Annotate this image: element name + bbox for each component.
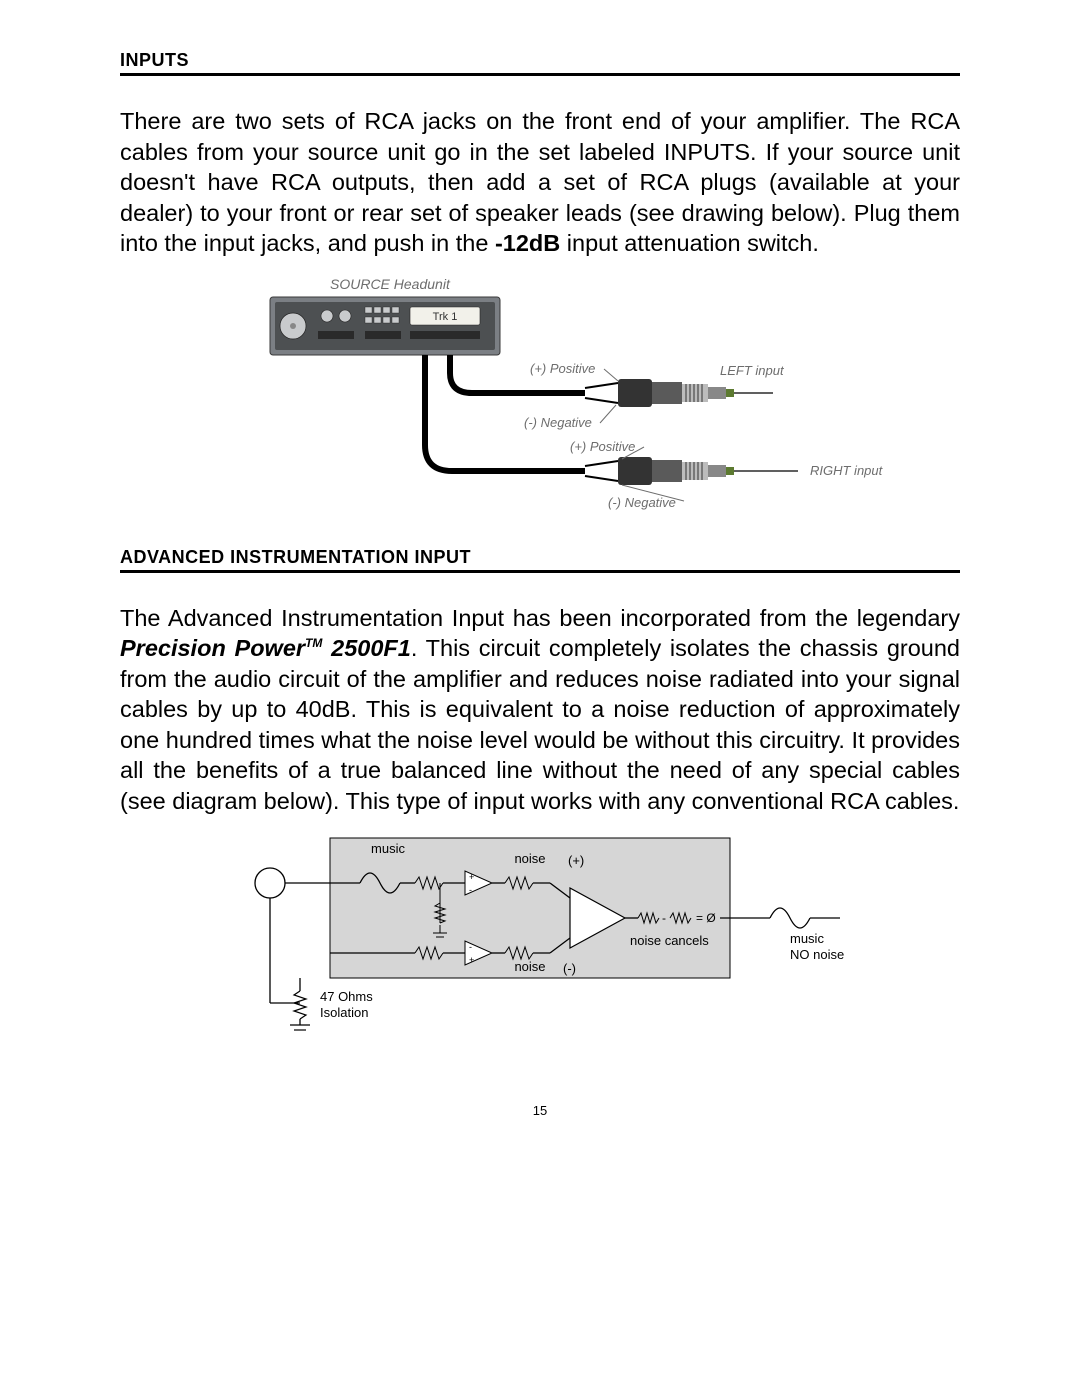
right-input-label: RIGHT input <box>810 463 884 478</box>
headunit: Trk 1 <box>270 297 500 355</box>
svg-text:-: - <box>469 885 472 895</box>
equation-label: = Ø <box>696 911 716 925</box>
para2-tm: TM <box>305 636 322 650</box>
page-number: 15 <box>120 1103 960 1118</box>
isolation-label-b: Isolation <box>320 1005 368 1020</box>
para-bold: -12dB <box>495 230 560 256</box>
input-jack-icon <box>255 868 285 898</box>
svg-text:-: - <box>662 911 666 925</box>
svg-text:-: - <box>469 942 472 952</box>
pos-label-right: (+) Positive <box>570 439 635 454</box>
music-label: music <box>371 841 405 856</box>
wiring-diagram: SOURCE Headunit <box>120 275 960 525</box>
noise-label-bottom: noise <box>514 959 545 974</box>
source-headunit-label: SOURCE Headunit <box>330 276 451 292</box>
document-page: INPUTS There are two sets of RCA jacks o… <box>0 0 1080 1397</box>
wiring-diagram-svg: SOURCE Headunit <box>190 275 890 525</box>
circuit-diagram-svg: music + - noise (+) <box>230 833 850 1033</box>
no-noise-label: NO noise <box>790 947 844 962</box>
paragraph-inputs: There are two sets of RCA jacks on the f… <box>120 106 960 259</box>
pos-label-left: (+) Positive <box>530 361 595 376</box>
para2-bold2: 2500F1 <box>322 635 410 661</box>
rca-plug-left <box>618 379 773 407</box>
circuit-diagram: music + - noise (+) <box>120 833 960 1033</box>
left-input-label: LEFT input <box>720 363 785 378</box>
neg-label-left: (-) Negative <box>524 415 592 430</box>
section-heading-advanced: ADVANCED INSTRUMENTATION INPUT <box>120 547 960 573</box>
para2-b: . This circuit completely isolates the c… <box>120 635 960 814</box>
plus-label: (+) <box>568 853 584 868</box>
paragraph-advanced: The Advanced Instrumentation Input has b… <box>120 603 960 817</box>
noise-cancels-label: noise cancels <box>630 933 709 948</box>
para2-a: The Advanced Instrumentation Input has b… <box>120 605 960 631</box>
svg-text:+: + <box>469 955 474 965</box>
section-heading-inputs: INPUTS <box>120 50 960 76</box>
isolation-label-a: 47 Ohms <box>320 989 373 1004</box>
rca-plug-right <box>618 457 798 485</box>
minus-label: (-) <box>563 961 576 976</box>
noise-label-top: noise <box>514 851 545 866</box>
para2-italic: Precision Power <box>120 635 305 661</box>
para-text-b: input attenuation switch. <box>560 230 819 256</box>
music-out-label: music <box>790 931 824 946</box>
trk-label: Trk 1 <box>433 311 458 323</box>
neg-label-right: (-) Negative <box>608 495 676 510</box>
svg-text:+: + <box>469 872 474 882</box>
